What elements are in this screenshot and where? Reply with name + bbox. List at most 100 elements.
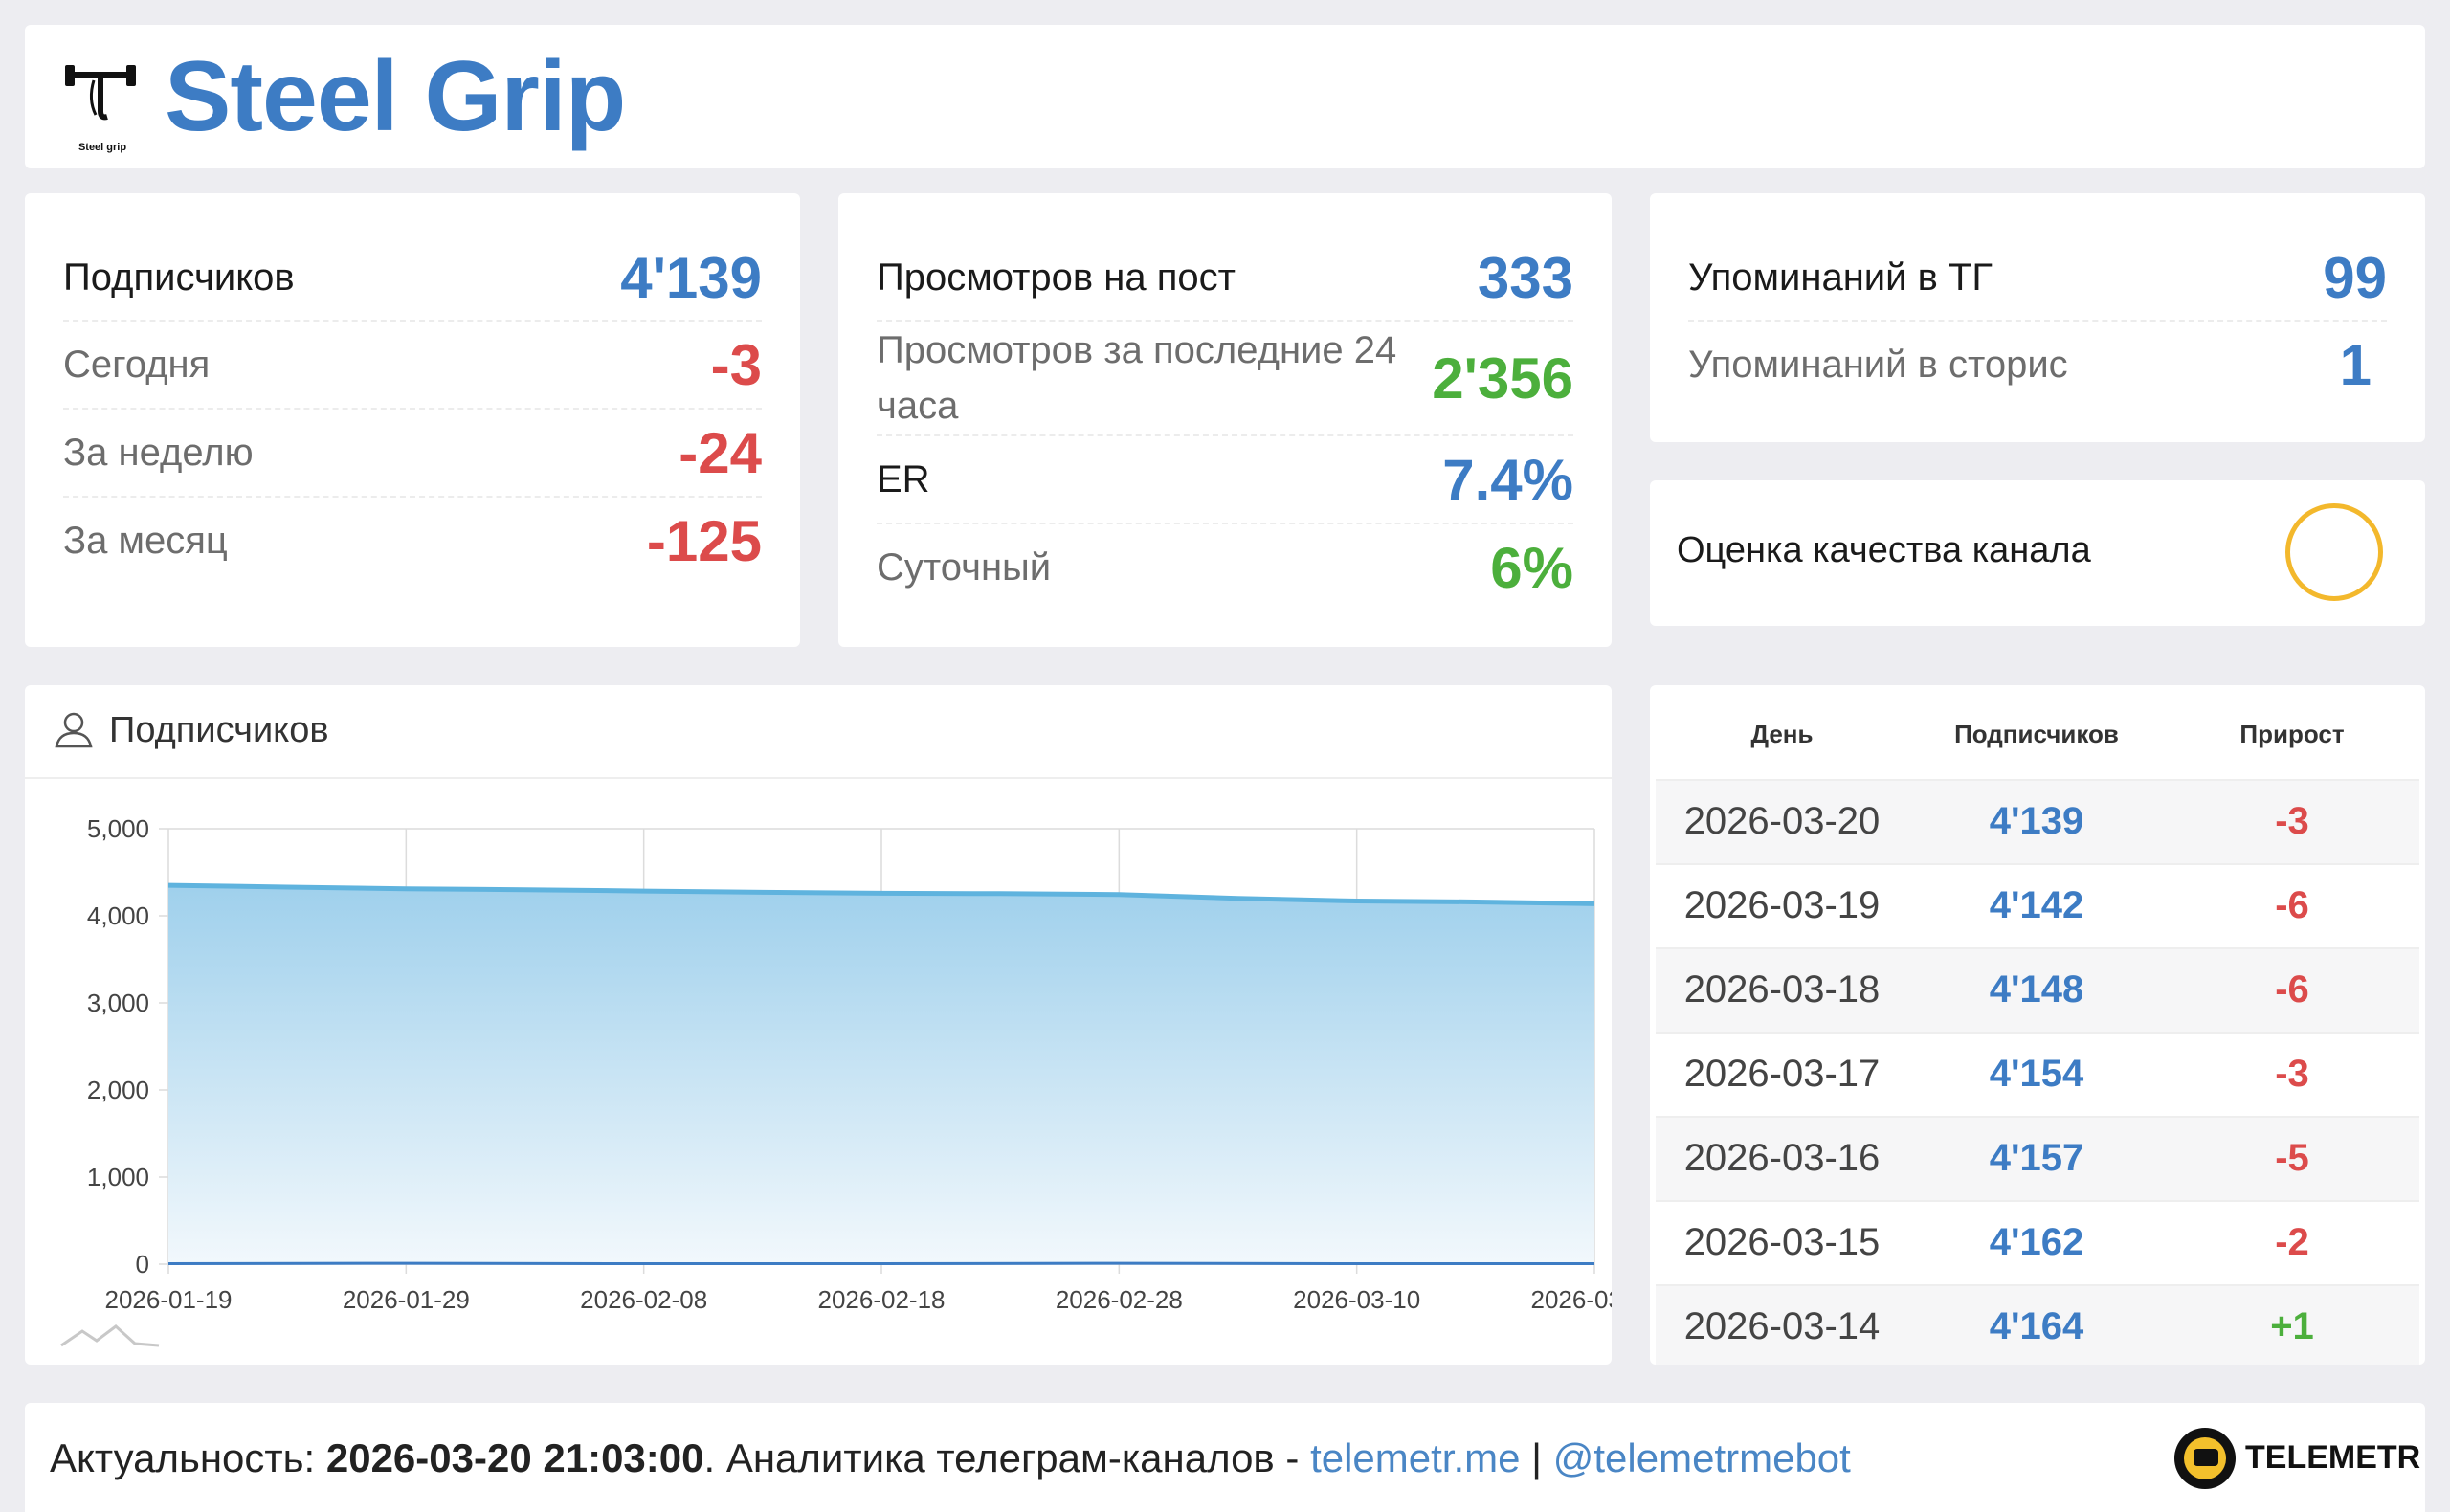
row-growth: -5: [2275, 1137, 2309, 1179]
stat-row-today: Сегодня -3: [63, 322, 762, 410]
table-row: 2026-03-16 4'157 -5: [1656, 1116, 2419, 1202]
footer-separator: |: [1520, 1435, 1553, 1480]
stat-value: 99: [2323, 245, 2387, 310]
row-growth: -6: [2275, 884, 2309, 926]
row-growth: -3: [2275, 800, 2309, 842]
stat-label: Сегодня: [63, 343, 211, 386]
stat-value: 4'139: [620, 245, 762, 310]
y-tick-label: 2,000: [87, 1076, 149, 1104]
views-card: Просмотров на пост 333 Просмотров за пос…: [838, 193, 1612, 647]
x-tick-label: 2026-02-08: [580, 1285, 707, 1314]
y-tick-label: 3,000: [87, 989, 149, 1017]
row-growth: -2: [2275, 1221, 2309, 1263]
row-subscribers: 4'154: [1989, 1053, 2084, 1095]
dumbbell-logo-icon: [65, 65, 136, 121]
subscribers-card: Подписчиков 4'139 Сегодня -3 За неделю -…: [25, 193, 800, 647]
row-subscribers: 4'148: [1989, 968, 2084, 1011]
stat-row-er: ER 7.4%: [877, 436, 1573, 524]
row-growth: +1: [2270, 1305, 2314, 1347]
quality-card[interactable]: Оценка качества канала: [1650, 480, 2425, 626]
row-subscribers: 4'157: [1989, 1137, 2084, 1179]
mini-chart-icon: [60, 1324, 160, 1347]
stat-value: 2'356: [1432, 345, 1573, 411]
footer-text: Актуальность: 2026-03-20 21:03:00. Анали…: [50, 1435, 1851, 1481]
row-growth: -6: [2275, 968, 2309, 1011]
stat-row-views-24h: Просмотров за последние 24 часа 2'356: [877, 322, 1573, 436]
row-date: 2026-03-17: [1683, 1053, 1881, 1095]
footer: Актуальность: 2026-03-20 21:03:00. Анали…: [25, 1403, 2425, 1512]
stat-row-daily-er: Суточный 6%: [877, 524, 1573, 611]
telemetr-bot-link[interactable]: @telemetrmebot: [1552, 1435, 1851, 1480]
y-tick-label: 0: [136, 1250, 149, 1279]
column-header-subscribers[interactable]: Подписчиков: [1954, 720, 2119, 748]
stat-label: За месяц: [63, 519, 228, 562]
stat-row-subscribers: Подписчиков 4'139: [63, 235, 762, 322]
user-icon: [55, 712, 93, 748]
row-date: 2026-03-18: [1683, 968, 1881, 1011]
stat-label: Просмотров на пост: [877, 256, 1236, 299]
stat-value: 1: [2339, 332, 2372, 397]
x-tick-label: 2026-02-28: [1056, 1285, 1183, 1314]
row-subscribers: 4'139: [1989, 800, 2084, 842]
stat-row-month: За месяц -125: [63, 498, 762, 584]
stat-value: 7.4%: [1442, 447, 1573, 512]
stat-row-week: За неделю -24: [63, 410, 762, 498]
row-date: 2026-03-20: [1683, 800, 1881, 842]
stat-value: 333: [1477, 245, 1573, 310]
stat-label: ER: [877, 457, 930, 500]
stat-row-mentions-tg: Упоминаний в ТГ 99: [1688, 235, 2387, 322]
stat-row-mentions-stories: Упоминаний в сторис 1: [1688, 322, 2387, 408]
table-row: 2026-03-14 4'164 +1: [1656, 1284, 2419, 1365]
footer-middle: . Аналитика телеграм-каналов -: [703, 1435, 1311, 1480]
column-header-day[interactable]: День: [1750, 720, 1814, 748]
quality-score-ring: [2285, 503, 2383, 601]
row-subscribers: 4'162: [1989, 1221, 2084, 1263]
stat-value: -3: [710, 332, 762, 397]
row-date: 2026-03-19: [1683, 884, 1881, 926]
stat-value: 6%: [1490, 535, 1573, 600]
chart-title: Подписчиков: [109, 710, 329, 750]
table-row: 2026-03-20 4'139 -3: [1656, 779, 2419, 865]
column-header-growth[interactable]: Прирост: [2239, 720, 2345, 748]
stat-label: Подписчиков: [63, 256, 295, 299]
row-date: 2026-03-16: [1683, 1137, 1881, 1179]
channel-header: Steel grip Steel Grip: [25, 25, 2425, 168]
daily-subscribers-table: День Подписчиков Прирост 2026-03-20 4'13…: [1650, 685, 2425, 1365]
telemetr-link[interactable]: telemetr.me: [1310, 1435, 1521, 1480]
series-line-subscribers: [167, 882, 1595, 906]
stat-label: Просмотров за последние 24 часа: [877, 329, 1397, 427]
row-subscribers: 4'142: [1989, 884, 2084, 926]
series-area-subscribers: [168, 885, 1594, 1264]
row-date: 2026-03-15: [1683, 1221, 1881, 1263]
stat-label: За неделю: [63, 431, 254, 474]
footer-timestamp: 2026-03-20 21:03:00: [325, 1435, 704, 1480]
y-tick-label: 5,000: [87, 814, 149, 843]
x-tick-label: 2026-03-10: [1293, 1285, 1420, 1314]
x-tick-label: 2026-03-20: [1531, 1285, 1613, 1314]
channel-title[interactable]: Steel Grip: [165, 41, 626, 152]
stat-label: Суточный: [877, 545, 1052, 589]
stat-label: Упоминаний в сторис: [1688, 343, 2068, 386]
telemetr-brand[interactable]: TELEMETR: [2245, 1439, 2421, 1476]
table-row: 2026-03-19 4'142 -6: [1656, 863, 2419, 949]
chart-header: Подписчиков: [25, 685, 1612, 779]
y-tick-label: 4,000: [87, 901, 149, 930]
stat-value: -24: [679, 420, 762, 485]
footer-prefix: Актуальность:: [50, 1435, 326, 1480]
table-row: 2026-03-18 4'148 -6: [1656, 947, 2419, 1034]
mentions-card: Упоминаний в ТГ 99 Упоминаний в сторис 1: [1650, 193, 2425, 442]
x-tick-label: 2026-02-18: [818, 1285, 946, 1314]
x-tick-label: 2026-01-29: [343, 1285, 470, 1314]
y-tick-label: 1,000: [87, 1163, 149, 1191]
table-row: 2026-03-15 4'162 -2: [1656, 1200, 2419, 1286]
row-growth: -3: [2275, 1053, 2309, 1095]
table-row: 2026-03-17 4'154 -3: [1656, 1032, 2419, 1118]
subscribers-area-chart[interactable]: 0 1,000 2,000 3,000 4,000 5,000 2026-01-19 2026…: [25, 781, 1612, 1365]
quality-label: Оценка качества канала: [1677, 530, 2091, 570]
stat-label: Упоминаний в ТГ: [1688, 256, 1993, 299]
subscribers-chart-card: Подписчиков 0 1,000 2,000 3,000 4,000 5,000 20…: [25, 685, 1612, 1365]
stat-row-views-per-post: Просмотров на пост 333: [877, 235, 1573, 322]
row-subscribers: 4'164: [1989, 1305, 2084, 1347]
logo-caption: Steel grip: [78, 142, 127, 153]
row-date: 2026-03-14: [1683, 1305, 1881, 1347]
